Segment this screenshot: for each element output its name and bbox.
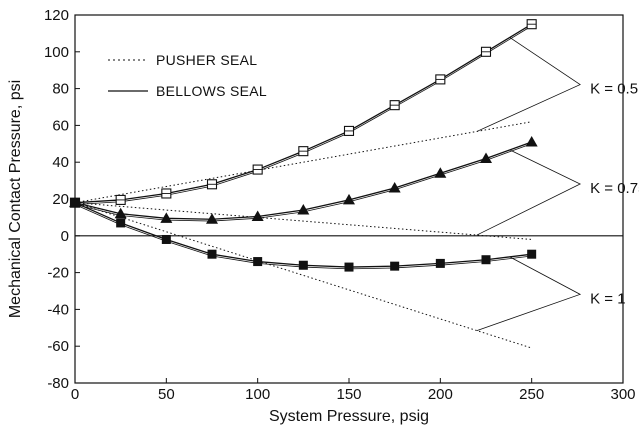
legend: PUSHER SEAL BELLOWS SEAL — [108, 52, 267, 99]
bellows-marker-k-0-75-75 — [206, 213, 218, 224]
bellows-marker-k-0-5-225 — [480, 46, 492, 57]
bellows-marker-k-0-75-100 — [251, 210, 264, 221]
pusher-line-k-1 — [74, 202, 532, 349]
pusher-line-k-0-75 — [74, 202, 532, 240]
y-tick-label--40: -40 — [47, 301, 69, 318]
x-tick-label-250: 250 — [519, 386, 544, 403]
annotation-k-0-5: K = 0.5 — [476, 37, 638, 132]
bellows-marker-k-1-225 — [481, 255, 491, 265]
bellows-marker-k-1-125 — [298, 260, 308, 270]
bellows-marker-k-1-25 — [116, 218, 126, 228]
bellows-line-second-k-0-5 — [74, 25, 532, 205]
y-tick-label-20: 20 — [52, 191, 69, 208]
x-tick-label-50: 50 — [158, 386, 175, 403]
annotation-bracket-k-1 — [476, 256, 582, 331]
bellows-marker-k-0-75-50 — [160, 212, 173, 223]
x-tick-label-300: 300 — [610, 386, 635, 403]
y-tick-label-0: 0 — [61, 228, 69, 245]
bellows-marker-k-1-75 — [207, 249, 217, 259]
y-axis: -80 -60 -40 -20 0 20 40 60 80 100 120 — [44, 7, 80, 392]
legend-label-pusher-seal: PUSHER SEAL — [156, 52, 257, 68]
y-axis-label: Mechanical Contact Pressure, psi — [7, 80, 24, 318]
pusher-seal-series — [74, 121, 532, 349]
bellows-marker-k-0-75-125 — [297, 204, 310, 215]
bellows-marker-k-0-5-150 — [343, 125, 355, 136]
bellows-marker-k-0-5-250 — [526, 19, 537, 30]
bellows-seal-series — [69, 19, 538, 272]
bellows-marker-k-1-0 — [70, 198, 80, 208]
bellows-marker-k-0-5-175 — [389, 100, 400, 111]
x-tick-label-0: 0 — [71, 386, 79, 403]
bellows-marker-k-0-5-100 — [252, 164, 263, 175]
bellows-marker-k-0-5-125 — [298, 146, 309, 157]
bellows-marker-k-1-200 — [435, 258, 445, 268]
y-tick-label-60: 60 — [52, 117, 69, 134]
pusher-line-k-0-5 — [74, 121, 532, 204]
bellows-marker-k-1-50 — [161, 234, 171, 244]
x-tick-label-200: 200 — [428, 386, 453, 403]
y-tick-label-40: 40 — [52, 154, 69, 171]
bellows-marker-k-0-75-150 — [343, 193, 355, 205]
y-tick-label-100: 100 — [44, 44, 69, 61]
annotation-k-0-75: K = 0.75 — [476, 149, 639, 236]
y-tick-label--80: -80 — [47, 375, 69, 392]
x-axis-label: System Pressure, psig — [269, 408, 429, 425]
bellows-marker-k-0-5-50 — [161, 188, 172, 199]
y-tick-label-80: 80 — [52, 81, 69, 98]
annotation-k-1: K = 1 — [476, 256, 626, 331]
y-tick-label-120: 120 — [44, 7, 69, 24]
bellows-marker-k-0-5-25 — [115, 194, 126, 205]
bellows-marker-k-0-5-200 — [435, 74, 446, 85]
x-axis: 0 50 100 150 200 250 300 — [71, 378, 636, 403]
bellows-marker-k-0-75-250 — [525, 135, 538, 147]
y-tick-label--20: -20 — [47, 265, 69, 282]
y-tick-label--60: -60 — [47, 338, 69, 355]
bellows-marker-k-1-150 — [344, 262, 354, 272]
annotation-label-k-0-75: K = 0.75 — [590, 180, 639, 197]
k-annotations: K = 0.5 K = 0.75 K = 1 — [476, 37, 639, 331]
bellows-marker-k-0-75-25 — [114, 207, 127, 219]
bellows-marker-k-1-175 — [390, 261, 400, 271]
x-tick-label-150: 150 — [336, 386, 361, 403]
bellows-marker-k-0-75-225 — [480, 152, 492, 164]
bellows-marker-k-0-75-175 — [388, 181, 401, 193]
bellows-marker-k-1-250 — [527, 249, 537, 259]
bellows-marker-k-0-75-200 — [434, 167, 447, 178]
annotation-label-k-1: K = 1 — [590, 290, 625, 307]
x-tick-label-100: 100 — [245, 386, 270, 403]
bellows-marker-k-1-100 — [253, 257, 263, 267]
bellows-marker-k-0-5-75 — [206, 179, 218, 190]
annotation-bracket-k-0-75 — [476, 149, 582, 236]
bellows-line-k-0-5 — [74, 23, 533, 204]
annotation-label-k-0-5: K = 0.5 — [590, 81, 638, 98]
annotation-bracket-k-0-5 — [476, 37, 581, 132]
legend-label-bellows-seal: BELLOWS SEAL — [156, 83, 267, 99]
